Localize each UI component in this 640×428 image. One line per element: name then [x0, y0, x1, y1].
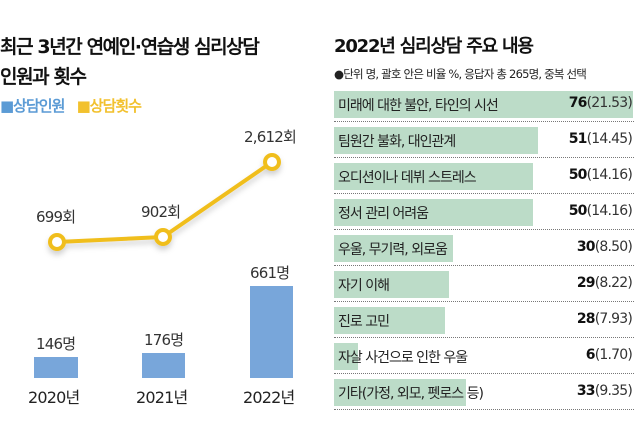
topic-label: 팀원간 불화, 대인관계: [338, 134, 456, 150]
topic-value: 50(14.16): [568, 203, 633, 219]
topic-row: 기타(가정, 외모, 펫로스 등) 33(9.35): [334, 379, 634, 410]
row-divider: [334, 409, 634, 410]
topic-row: 우울, 무기력, 외로움 30(8.50): [334, 235, 634, 266]
point-2020-marker: [48, 233, 66, 251]
left-chart-title: 최근 3년간 연예인·연습생 심리상담 인원과 횟수: [0, 32, 320, 92]
sessions-label-2020: 699회: [36, 208, 76, 226]
topic-value: 30(8.50): [576, 239, 633, 255]
topic-label: 기타(가정, 외모, 펫로스 등): [338, 386, 484, 402]
topic-bar: [334, 163, 533, 190]
row-divider: [334, 157, 634, 158]
row-divider: [334, 229, 634, 230]
topic-value: 6(1.70): [585, 347, 633, 363]
bar-2021: [142, 353, 185, 378]
topic-label: 정서 관리 어려움: [338, 206, 429, 222]
topic-bar: [334, 199, 533, 226]
row-divider: [334, 301, 634, 302]
topic-label: 오디션이나 데뷔 스트레스: [338, 170, 477, 186]
topic-value: 29(8.22): [576, 275, 633, 291]
sessions-label-2022: 2,612회: [244, 128, 297, 146]
sessions-label-2021: 902회: [141, 203, 181, 221]
point-2021-marker: [154, 228, 172, 246]
topic-label: 자기 이해: [338, 278, 390, 294]
row-divider: [334, 265, 634, 266]
people-label-2020: 146명: [36, 335, 76, 353]
year-label-2021: 2021년: [136, 388, 188, 407]
row-divider: [334, 193, 634, 194]
topic-bar: [334, 343, 358, 370]
topic-row: 자기 이해 29(8.22): [334, 271, 634, 302]
topic-row: 정서 관리 어려움 50(14.16): [334, 199, 634, 230]
topic-value: 76(21.53): [568, 95, 633, 111]
topic-bar: [334, 307, 445, 334]
topic-bar: [334, 235, 453, 262]
left-chart-legend: ■상담인원 ■상담횟수: [0, 95, 149, 116]
row-divider: [334, 337, 634, 338]
year-label-2020: 2020년: [28, 388, 80, 407]
topic-row: 자살 사건으로 인한 우울 6(1.70): [334, 343, 634, 374]
topic-row: 팀원간 불화, 대인관계 51(14.45): [334, 127, 634, 158]
year-label-2022: 2022년: [243, 388, 295, 407]
left-title-line2: 인원과 횟수: [0, 66, 87, 88]
people-label-2021: 176명: [144, 331, 184, 349]
point-2022-marker: [263, 153, 281, 171]
left-title-line1: 최근 3년간 연예인·연습생 심리상담: [0, 36, 260, 58]
topic-label: 자살 사건으로 인한 우울: [338, 350, 468, 366]
topic-bar: [334, 127, 538, 154]
bar-2022: [250, 286, 293, 378]
topic-bar: [334, 271, 449, 298]
topic-label: 진로 고민: [338, 314, 390, 330]
topic-label: 우울, 무기력, 외로움: [338, 242, 448, 258]
topic-value: 51(14.45): [568, 131, 633, 147]
legend-people: ■상담인원: [0, 97, 65, 115]
topic-value: 33(9.35): [576, 383, 633, 399]
right-chart-title: 2022년 심리상담 주요 내용: [334, 36, 534, 57]
topic-label: 미래에 대한 불안, 타인의 시선: [338, 98, 499, 114]
topic-row: 오디션이나 데뷔 스트레스 50(14.16): [334, 163, 634, 194]
topic-row: 미래에 대한 불안, 타인의 시선 76(21.53): [334, 91, 634, 122]
topic-bar: [334, 91, 633, 118]
bar-2020: [34, 357, 78, 378]
combo-chart-graphics: [34, 153, 293, 378]
legend-sessions: ■상담횟수: [76, 97, 142, 115]
topic-value: 28(7.93): [576, 311, 633, 327]
topic-bar: [334, 379, 466, 406]
right-chart-note: ●단위 명, 괄호 안은 비율 %, 응답자 총 265명, 중복 선택: [334, 67, 587, 81]
people-label-2022: 661명: [250, 264, 290, 282]
row-divider: [334, 373, 634, 374]
row-divider: [334, 121, 634, 122]
topic-row: 진로 고민 28(7.93): [334, 307, 634, 338]
topic-value: 50(14.16): [568, 167, 633, 183]
